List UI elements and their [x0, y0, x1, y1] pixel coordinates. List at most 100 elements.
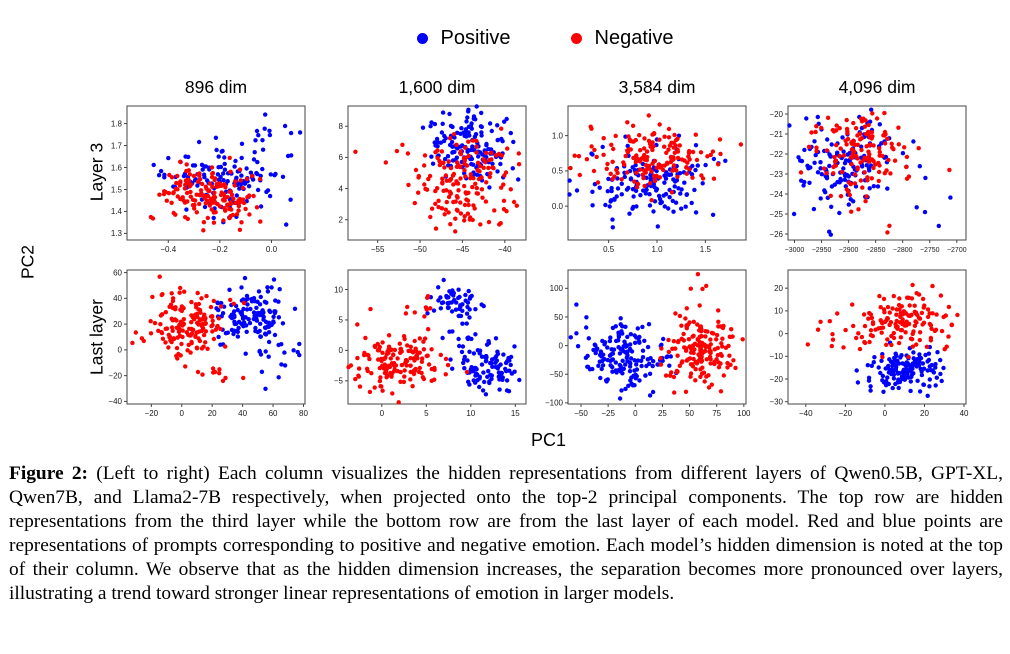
svg-text:0: 0	[779, 329, 784, 338]
svg-text:0: 0	[118, 346, 123, 355]
svg-text:−2750: −2750	[920, 247, 940, 254]
svg-text:−3000: −3000	[785, 247, 805, 254]
svg-text:1.6: 1.6	[111, 163, 123, 172]
svg-text:2: 2	[339, 216, 344, 225]
scatter-plot-lastlayer-4096dim: −40 −20 0 20 40 −30 −20 −10 0 10 20	[769, 269, 969, 418]
svg-text:6: 6	[339, 153, 344, 162]
svg-text:−20: −20	[145, 409, 159, 418]
svg-text:−26: −26	[769, 230, 783, 239]
svg-text:5: 5	[339, 316, 344, 325]
svg-text:−25: −25	[769, 210, 783, 219]
svg-text:60: 60	[269, 409, 278, 418]
svg-text:−2850: −2850	[866, 247, 886, 254]
svg-text:50: 50	[685, 409, 694, 418]
svg-text:−40: −40	[108, 397, 122, 406]
column-title-896dim: 896 dim	[184, 77, 248, 97]
svg-text:0.0: 0.0	[552, 202, 564, 211]
positive-dot-icon	[416, 33, 428, 44]
svg-text:100: 100	[550, 284, 564, 293]
svg-text:1.7: 1.7	[111, 141, 123, 150]
svg-text:−50: −50	[549, 370, 563, 379]
svg-text:−2800: −2800	[893, 247, 913, 254]
svg-text:−21: −21	[769, 130, 783, 139]
scatter-plot-layer3-4096dim: −3000 −2950 −2900 −2850 −2800 −2750 −2700 −26 −2…	[769, 105, 967, 254]
svg-text:4: 4	[339, 184, 344, 193]
svg-text:−30: −30	[769, 398, 783, 407]
column-title-1600dim: 1,600 dim	[398, 77, 476, 97]
svg-text:8: 8	[339, 122, 344, 131]
svg-text:0: 0	[559, 341, 564, 350]
svg-text:−23: −23	[769, 170, 783, 179]
svg-text:20: 20	[113, 320, 122, 329]
svg-text:0.5: 0.5	[603, 245, 615, 254]
svg-text:80: 80	[299, 409, 308, 418]
svg-text:5: 5	[424, 409, 429, 418]
svg-text:−24: −24	[769, 190, 783, 199]
svg-text:0: 0	[380, 409, 385, 418]
svg-text:0: 0	[180, 409, 185, 418]
svg-text:−2950: −2950	[812, 247, 832, 254]
figure-caption: Figure 2: (Left to right) Each column vi…	[9, 462, 1003, 606]
legend-item-negative: Negative	[570, 27, 674, 50]
svg-text:−0.2: −0.2	[212, 245, 228, 254]
svg-text:20: 20	[208, 409, 217, 418]
svg-text:−5: −5	[334, 377, 344, 386]
plot-legend: Positive Negative	[40, 27, 1010, 50]
svg-text:−40: −40	[498, 245, 512, 254]
svg-text:−50: −50	[413, 245, 427, 254]
svg-text:−50: −50	[574, 409, 588, 418]
svg-text:0.0: 0.0	[266, 245, 278, 254]
scatter-plot-layer3-1600dim: −55 −50 −45 −40 2 4 6 8	[339, 104, 527, 254]
svg-text:−100: −100	[545, 399, 564, 408]
scatter-plot-layer3-3584dim: 0.5 1.0 1.5 0.0 0.5 1.0	[552, 105, 747, 254]
negative-dot-icon	[570, 33, 582, 44]
svg-text:1.8: 1.8	[111, 119, 123, 128]
svg-text:−45: −45	[456, 245, 470, 254]
svg-text:−20: −20	[108, 371, 122, 380]
x-axis-label-pc1: PC1	[530, 430, 566, 450]
svg-text:−0.4: −0.4	[160, 245, 176, 254]
svg-text:1.3: 1.3	[111, 229, 123, 238]
svg-text:40: 40	[960, 409, 969, 418]
scatter-plot-lastlayer-1600dim: 0 5 10 15 −5 0 5 10	[334, 269, 527, 418]
svg-text:1.0: 1.0	[651, 245, 663, 254]
svg-text:40: 40	[113, 294, 122, 303]
scatter-plot-lastlayer-3584dim: −50 −25 0 25 50 75 100 −100 −50 0 50 100	[545, 269, 751, 418]
svg-text:10: 10	[774, 307, 783, 316]
column-title-4096dim: 4,096 dim	[838, 77, 916, 97]
svg-text:−20: −20	[839, 409, 853, 418]
legend-label-positive: Positive	[440, 27, 511, 49]
svg-text:−10: −10	[769, 352, 783, 361]
svg-text:1.5: 1.5	[111, 185, 123, 194]
svg-text:1.0: 1.0	[552, 131, 564, 140]
scatter-plot-lastlayer-896dim: −20 0 20 40 60 80 −40 −20 0 20 40 60	[108, 268, 308, 418]
svg-text:−20: −20	[769, 110, 783, 119]
svg-text:10: 10	[466, 409, 475, 418]
y-axis-label-pc2: PC2	[17, 244, 38, 280]
legend-label-negative: Negative	[594, 27, 674, 49]
svg-text:0.5: 0.5	[552, 167, 564, 176]
svg-text:1.5: 1.5	[700, 245, 712, 254]
svg-text:50: 50	[554, 313, 563, 322]
svg-text:25: 25	[658, 409, 667, 418]
svg-text:−2900: −2900	[839, 247, 859, 254]
svg-text:−22: −22	[769, 150, 783, 159]
scatter-plot-layer3-896dim: −0.4 −0.2 0.0 1.3 1.4 1.5 1.6 1.7 1.8	[111, 105, 306, 254]
figure-caption-label: Figure 2:	[9, 463, 88, 484]
svg-text:−55: −55	[371, 245, 385, 254]
svg-text:60: 60	[113, 268, 122, 277]
svg-text:20: 20	[774, 284, 783, 293]
svg-text:−25: −25	[601, 409, 615, 418]
svg-text:−20: −20	[769, 375, 783, 384]
svg-text:−2700: −2700	[947, 247, 967, 254]
column-title-3584dim: 3,584 dim	[618, 77, 696, 97]
svg-text:−40: −40	[799, 409, 813, 418]
svg-text:40: 40	[238, 409, 247, 418]
svg-text:100: 100	[737, 409, 751, 418]
svg-text:0: 0	[633, 409, 638, 418]
svg-text:0: 0	[883, 409, 888, 418]
svg-text:15: 15	[511, 409, 520, 418]
svg-text:10: 10	[334, 285, 343, 294]
svg-text:20: 20	[920, 409, 929, 418]
svg-text:75: 75	[712, 409, 721, 418]
